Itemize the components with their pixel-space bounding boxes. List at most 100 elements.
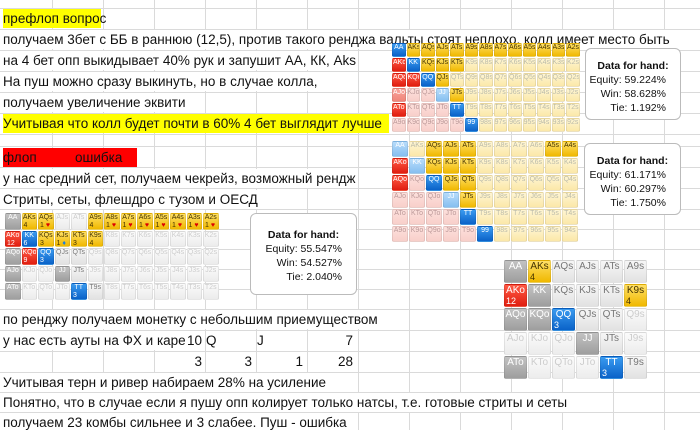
- hand-cell-KQo[interactable]: KQo 9: [21, 248, 37, 265]
- hand-cell-JJ[interactable]: JJ: [576, 332, 599, 355]
- hand-cell-QJo[interactable]: QJo: [38, 265, 54, 282]
- hand-cell-T3s[interactable]: T3s: [186, 283, 202, 300]
- hand-cell-K3s[interactable]: K3s: [551, 58, 565, 72]
- hand-cell-T8s[interactable]: T8s: [494, 209, 510, 225]
- analysis-line[interactable]: Понятно, что в случае если я пушу опп ко…: [3, 393, 570, 412]
- hand-cell-K3s[interactable]: K3s: [186, 230, 202, 247]
- hand-cell-97s[interactable]: 97s: [493, 118, 507, 132]
- hand-cell-KQo[interactable]: KQo: [409, 175, 425, 191]
- hand-cell-T3s[interactable]: T3s: [551, 103, 565, 117]
- preflop-line[interactable]: на 4 бет опп выкидывает 40% рук и запуши…: [3, 51, 358, 70]
- hand-cell-T9s[interactable]: T9s: [624, 356, 647, 379]
- hand-cell-ATs[interactable]: ATs: [71, 213, 87, 230]
- hand-cell-K6s[interactable]: K6s: [137, 230, 153, 247]
- hand-cell-J9o[interactable]: J9o: [435, 118, 449, 132]
- hand-cell-A6s[interactable]: A6s 1 ♥: [137, 213, 153, 230]
- hand-cell-K5s[interactable]: K5s: [522, 58, 536, 72]
- hand-cell-KJo[interactable]: KJo: [406, 88, 420, 102]
- hand-cell-J6s[interactable]: J6s: [528, 192, 544, 208]
- flop-line[interactable]: у нас средний сет, получаем чекрейз, воз…: [3, 169, 358, 188]
- hand-cell-TT[interactable]: TT 3: [71, 283, 87, 300]
- hand-cell-T6s[interactable]: T6s: [137, 283, 153, 300]
- hand-cell-A7s[interactable]: A7s: [493, 43, 507, 57]
- hand-cell-K9o[interactable]: K9o: [406, 118, 420, 132]
- hand-cell-T9s[interactable]: T9s: [87, 283, 103, 300]
- hand-cell-KQs[interactable]: KQs: [421, 58, 435, 72]
- hand-cell-A5s[interactable]: A5s 1 ♥: [153, 213, 169, 230]
- hand-cell-J6s[interactable]: J6s: [137, 265, 153, 282]
- preflop-line[interactable]: На пуш можно сразу выкинуть, но в случае…: [3, 72, 320, 91]
- hand-cell-T4s[interactable]: T4s: [537, 103, 551, 117]
- count-cell[interactable]: 3: [244, 354, 252, 369]
- hand-cell-J3s[interactable]: J3s: [186, 265, 202, 282]
- hand-cell-J4s[interactable]: J4s: [537, 88, 551, 102]
- hand-cell-KJs[interactable]: KJs: [576, 284, 599, 307]
- hand-cell-A7s[interactable]: A7s 1 ♥: [120, 213, 136, 230]
- hand-cell-A8s[interactable]: A8s: [479, 43, 493, 57]
- hand-cell-K6s[interactable]: K6s: [528, 158, 544, 174]
- hand-cell-KJo[interactable]: KJo: [409, 192, 425, 208]
- hand-cell-JTs[interactable]: JTs: [600, 332, 623, 355]
- hand-cell-QJs[interactable]: QJs: [435, 73, 449, 87]
- hand-cell-AQo[interactable]: AQo: [504, 308, 527, 331]
- hand-cell-AKs[interactable]: AKs: [406, 43, 420, 57]
- hand-cell-Q9o[interactable]: Q9o: [421, 118, 435, 132]
- hand-cell-KTs[interactable]: KTs 3: [71, 230, 87, 247]
- hand-cell-K8s[interactable]: K8s: [479, 58, 493, 72]
- hand-cell-QJo[interactable]: QJo: [426, 192, 442, 208]
- hand-cell-KJs[interactable]: KJs: [435, 58, 449, 72]
- hand-cell-K6s[interactable]: K6s: [508, 58, 522, 72]
- hand-cell-ATo[interactable]: ATo: [392, 209, 408, 225]
- hand-cell-J8s[interactable]: J8s: [479, 88, 493, 102]
- hand-cell-J9s[interactable]: J9s: [464, 88, 478, 102]
- hand-cell-K4s[interactable]: K4s: [562, 158, 578, 174]
- hand-cell-Q9s[interactable]: Q9s: [477, 175, 493, 191]
- hand-cell-AQo[interactable]: AQo: [5, 248, 21, 265]
- hand-cell-Q6s[interactable]: Q6s: [508, 73, 522, 87]
- hand-cell-K8s[interactable]: K8s: [494, 158, 510, 174]
- hand-cell-J8s[interactable]: J8s: [104, 265, 120, 282]
- hand-cell-KJs[interactable]: KJs: [443, 158, 459, 174]
- hand-cell-Q8s[interactable]: Q8s: [479, 73, 493, 87]
- hand-cell-T9o[interactable]: T9o: [460, 226, 476, 242]
- hand-cell-JTo[interactable]: JTo: [435, 103, 449, 117]
- hand-cell-Q5s[interactable]: Q5s: [153, 248, 169, 265]
- hand-cell-QTs[interactable]: QTs: [600, 308, 623, 331]
- outs-cell[interactable]: J: [257, 333, 264, 348]
- hand-cell-Q7s[interactable]: Q7s: [493, 73, 507, 87]
- hand-cell-K4s[interactable]: K4s: [537, 58, 551, 72]
- hand-cell-K9s[interactable]: K9s: [464, 58, 478, 72]
- hand-cell-KTs[interactable]: KTs: [600, 284, 623, 307]
- hand-cell-Q9o[interactable]: Q9o: [426, 226, 442, 242]
- hand-cell-T7s[interactable]: T7s: [120, 283, 136, 300]
- preflop-line[interactable]: получаем увеличение эквити: [3, 93, 188, 112]
- hand-cell-KQs[interactable]: KQs 3: [38, 230, 54, 247]
- hand-cell-KQo[interactable]: KQo: [528, 308, 551, 331]
- hand-cell-T2s[interactable]: T2s: [203, 283, 219, 300]
- hand-cell-A9s[interactable]: A9s: [624, 260, 647, 283]
- hand-cell-J9s[interactable]: J9s: [624, 332, 647, 355]
- hand-cell-AJs[interactable]: AJs: [435, 43, 449, 57]
- hand-cell-A3s[interactable]: A3s 1 ♥: [186, 213, 202, 230]
- hand-cell-AJo[interactable]: AJo: [392, 88, 406, 102]
- hand-cell-J4s[interactable]: J4s: [170, 265, 186, 282]
- hand-cell-Q2s[interactable]: Q2s: [566, 73, 580, 87]
- hand-cell-Q9s[interactable]: Q9s: [624, 308, 647, 331]
- hand-cell-K2s[interactable]: K2s: [566, 58, 580, 72]
- hand-cell-QTs[interactable]: QTs: [71, 248, 87, 265]
- hand-cell-K5s[interactable]: K5s: [545, 158, 561, 174]
- hand-cell-J5s[interactable]: J5s: [522, 88, 536, 102]
- hand-cell-T8s[interactable]: T8s: [104, 283, 120, 300]
- hand-cell-95s[interactable]: 95s: [545, 226, 561, 242]
- hand-cell-T7s[interactable]: T7s: [493, 103, 507, 117]
- hand-cell-QTs[interactable]: QTs: [450, 73, 464, 87]
- analysis-line[interactable]: по ренджу получаем монетку с небольшим п…: [3, 310, 380, 329]
- preflop-conclusion[interactable]: Учитывая что колл будет почти в 60% 4 бе…: [3, 114, 389, 133]
- hand-cell-A8s[interactable]: A8s 1 ♥: [104, 213, 120, 230]
- hand-cell-KJs[interactable]: KJs 1 ♦: [54, 230, 70, 247]
- hand-cell-AQs[interactable]: AQs 1 ♥: [38, 213, 54, 230]
- hand-cell-T2s[interactable]: T2s: [566, 103, 580, 117]
- hand-cell-K2s[interactable]: K2s: [203, 230, 219, 247]
- hand-cell-JJ[interactable]: JJ: [54, 265, 70, 282]
- hand-cell-QQ[interactable]: QQ 3: [38, 248, 54, 265]
